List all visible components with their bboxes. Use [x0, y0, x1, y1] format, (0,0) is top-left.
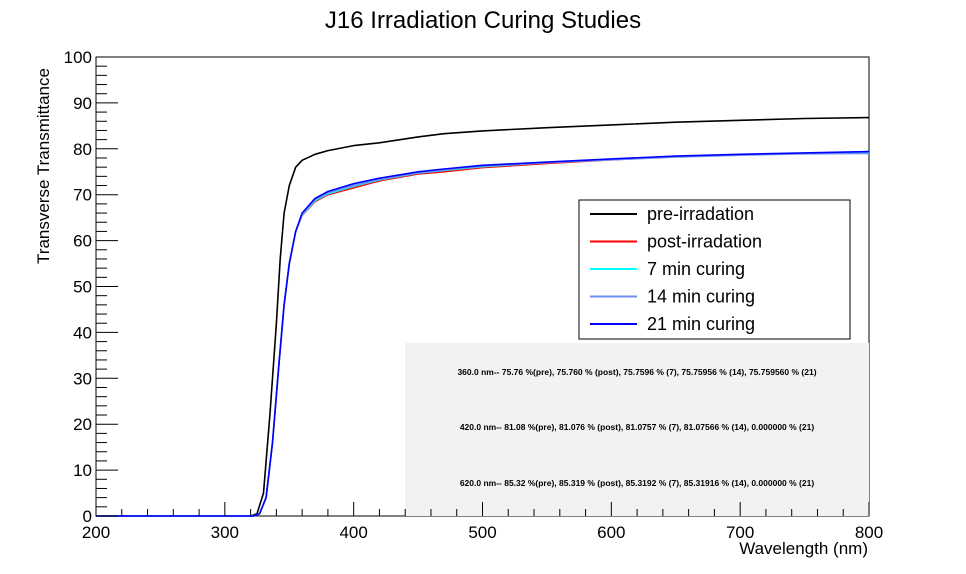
- y-axis-title: Transverse Transmittance: [34, 68, 53, 264]
- axis-ticks: 200 300 400 500 600 700 800 0 10 20 30 40 50 60 70 80 90…: [64, 48, 884, 542]
- y-tick-label: 30: [73, 369, 92, 388]
- legend-label-21-min-curing: 21 min curing: [647, 314, 755, 334]
- x-tick-label: 200: [82, 523, 110, 542]
- y-tick-label: 20: [73, 415, 92, 434]
- y-tick-label: 50: [73, 278, 92, 297]
- y-tick-label: 40: [73, 323, 92, 342]
- y-tick-label: 10: [73, 461, 92, 480]
- x-tick-label: 600: [597, 523, 625, 542]
- series-layer: [96, 116, 870, 517]
- y-tick-label: 0: [83, 507, 92, 526]
- y-tick-label: 80: [73, 140, 92, 159]
- y-tick-label: 100: [64, 48, 92, 67]
- annotation-420nm: 420.0 nm-- 81.08 %(pre), 81.076 % (post)…: [460, 422, 815, 432]
- legend-label-post-irradation: post-irradation: [647, 232, 762, 252]
- legend-label-14-min-curing: 14 min curing: [647, 287, 755, 307]
- annotation-box: 360.0 nm-- 75.76 %(pre), 75.760 % (post)…: [405, 343, 869, 516]
- x-tick-label: 700: [726, 523, 754, 542]
- legend-label-7-min-curing: 7 min curing: [647, 259, 745, 279]
- series-line-pre-irradation: [96, 116, 870, 517]
- y-tick-label: 60: [73, 232, 92, 251]
- chart-title: J16 Irradiation Curing Studies: [325, 7, 641, 34]
- annotation-620nm: 620.0 nm-- 85.32 %(pre), 85.319 % (post)…: [460, 478, 815, 488]
- x-tick-label: 300: [211, 523, 239, 542]
- x-axis-title: Wavelength (nm): [739, 539, 868, 558]
- series-line-21-min-curing: [96, 150, 870, 517]
- legend-label-pre-irradation: pre-irradation: [647, 204, 754, 224]
- x-tick-label: 400: [339, 523, 367, 542]
- x-tick-label: 800: [855, 523, 883, 542]
- y-tick-label: 70: [73, 186, 92, 205]
- y-tick-label: 90: [73, 94, 92, 113]
- annotation-360nm: 360.0 nm-- 75.76 %(pre), 75.760 % (post)…: [457, 367, 816, 377]
- legend: pre-irradation post-irradation 7 min curin…: [578, 199, 851, 340]
- x-tick-label: 500: [468, 523, 496, 542]
- annotation-background: [405, 343, 869, 516]
